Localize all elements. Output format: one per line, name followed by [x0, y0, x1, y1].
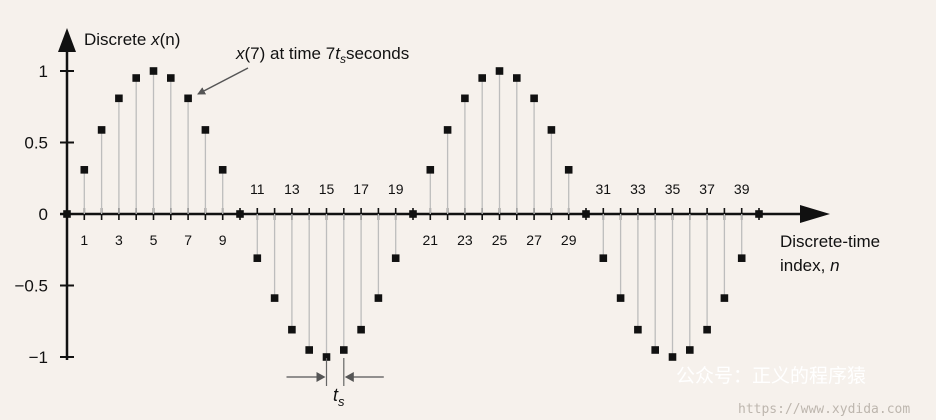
sample-point	[737, 254, 746, 262]
x-tick-label: 5	[150, 232, 158, 248]
x-tick-label: 33	[630, 181, 646, 197]
interval-label: ts	[333, 385, 345, 409]
sample-point	[288, 325, 296, 334]
sample-point	[149, 67, 158, 75]
sample-point	[270, 294, 279, 302]
sample-point	[443, 126, 452, 134]
sample-point	[201, 126, 210, 134]
sample-point	[167, 74, 175, 82]
x-tick-label: 15	[319, 181, 335, 197]
x-tick-label: 25	[492, 232, 508, 248]
interval-arrowhead-right-icon	[344, 372, 354, 382]
y-tick-label: 0	[39, 205, 48, 224]
sample-point	[357, 325, 365, 334]
interval-arrowhead-left-icon	[316, 372, 326, 382]
sample-point	[582, 210, 590, 218]
annotation-arrow	[197, 67, 249, 95]
sample-point	[513, 74, 521, 82]
sample-point	[530, 94, 538, 103]
sample-point	[409, 210, 417, 218]
sample-point	[651, 346, 659, 354]
sample-point	[426, 166, 435, 174]
sample-point	[547, 126, 556, 134]
watermark-url: https://www.xydida.com	[738, 402, 910, 417]
y-tick-label: −1	[29, 348, 48, 367]
x-tick-label: 29	[561, 232, 577, 248]
sample-point	[720, 294, 729, 302]
sample-point	[616, 294, 625, 302]
x-axis-arrow-icon	[800, 205, 830, 223]
x-tick-label: 19	[388, 181, 404, 197]
sample-point	[132, 74, 140, 82]
sample-point	[253, 254, 262, 262]
x-tick-label: 17	[353, 181, 369, 197]
y-tick-label: −0.5	[14, 277, 48, 296]
x-tick-label: 13	[284, 181, 300, 197]
sample-point	[391, 254, 400, 262]
sample-point	[478, 74, 486, 82]
interval-marker	[286, 358, 384, 386]
y-tick-label: 1	[39, 62, 48, 81]
sample-point	[184, 94, 192, 103]
x-tick-label: 3	[115, 232, 123, 248]
sample-point	[755, 210, 763, 218]
x-tick-label: 39	[734, 181, 750, 197]
x-tick-label: 31	[596, 181, 612, 197]
y-axis-arrow-icon	[58, 28, 76, 52]
x-tick-label: 9	[219, 232, 227, 248]
sample-point	[340, 346, 348, 354]
stems-layer	[63, 67, 763, 361]
sample-annotation: x(7) at time 7tsseconds	[235, 44, 409, 66]
sample-point	[495, 67, 504, 75]
watermark-text: 公众号：正义的程序猿	[676, 365, 866, 387]
x-tick-label: 27	[526, 232, 542, 248]
sample-point	[461, 94, 469, 103]
sample-point	[97, 126, 106, 134]
sample-point	[305, 346, 313, 354]
sample-point	[564, 166, 573, 174]
sample-point	[668, 353, 677, 361]
x-tick-label: 21	[423, 232, 439, 248]
x-tick-label: 1	[80, 232, 88, 248]
sample-point	[80, 166, 89, 174]
sample-point	[686, 346, 694, 354]
y-axis-label: Discrete x(n)	[84, 30, 180, 49]
x-tick-label: 11	[250, 181, 265, 197]
sample-point	[374, 294, 383, 302]
sample-point	[236, 210, 244, 218]
x-tick-label: 37	[699, 181, 715, 197]
sample-point	[63, 210, 71, 218]
x-tick-label: 7	[184, 232, 192, 248]
x-axis-label-line2: index, n	[780, 256, 840, 275]
sample-point	[115, 94, 123, 103]
y-tick-label: 0.5	[24, 134, 48, 153]
sample-point	[218, 166, 227, 174]
sample-point	[322, 353, 331, 361]
x-axis-label-line1: Discrete-time	[780, 232, 880, 251]
sample-point	[599, 254, 608, 262]
x-tick-label: 23	[457, 232, 473, 248]
x-tick-label: 35	[665, 181, 681, 197]
sample-point	[703, 325, 711, 334]
sample-point	[634, 325, 642, 334]
